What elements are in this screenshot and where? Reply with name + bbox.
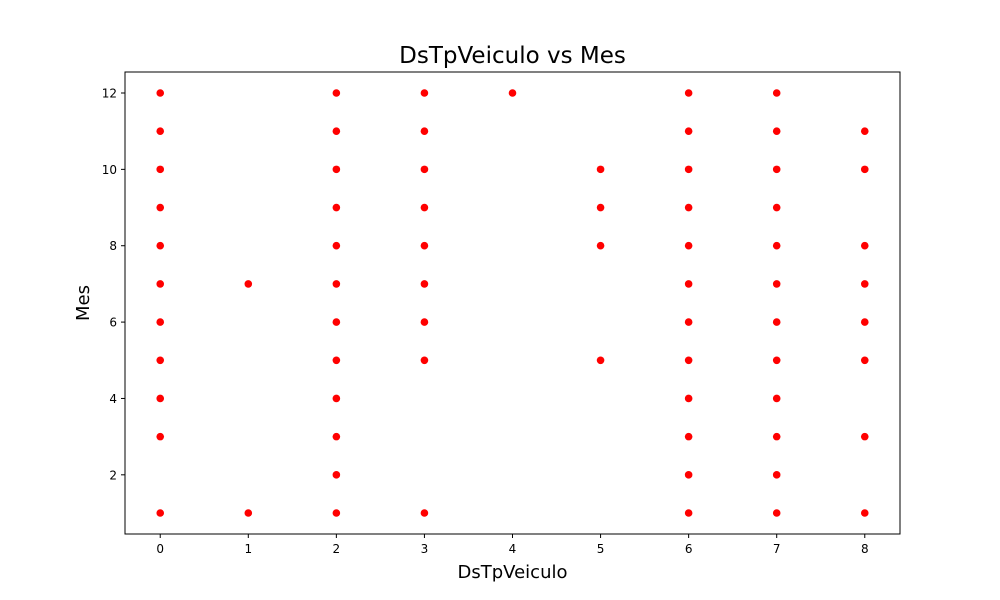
data-point [684, 203, 693, 212]
data-point [772, 318, 781, 326]
y-axis-ticks: 2 4 6 8 10 12 [102, 87, 125, 482]
data-point [332, 165, 341, 174]
data-point [860, 432, 869, 441]
x-tick-label: 2 [333, 542, 341, 556]
x-tick-label: 8 [861, 542, 869, 556]
data-point [684, 394, 693, 403]
data-point [332, 280, 341, 288]
y-tick-label: 2 [109, 468, 117, 482]
data-point [684, 165, 693, 174]
data-point [332, 356, 341, 365]
data-point [156, 203, 165, 212]
data-point [156, 394, 165, 403]
chart-title: DsTpVeiculo vs Mes [399, 43, 626, 69]
data-point [860, 165, 869, 174]
data-point [508, 89, 517, 97]
data-point [684, 89, 693, 97]
data-point [772, 203, 781, 212]
y-tick-label: 6 [109, 316, 117, 330]
data-point [420, 241, 429, 250]
data-point [156, 165, 165, 174]
data-point [156, 89, 165, 97]
plot-frame [124, 71, 901, 535]
data-point [596, 165, 605, 174]
data-point [156, 241, 165, 250]
x-tick-label: 1 [244, 542, 252, 556]
data-point [596, 203, 605, 212]
data-point [772, 509, 781, 517]
data-points [156, 89, 869, 517]
x-tick-label: 6 [685, 542, 693, 556]
data-point [860, 241, 869, 250]
data-point [332, 432, 341, 441]
y-tick-label: 4 [109, 392, 117, 406]
data-point [772, 127, 781, 135]
data-point [332, 509, 341, 517]
data-point [684, 432, 693, 441]
data-point [684, 356, 693, 365]
x-tick-label: 5 [597, 542, 605, 556]
data-point [156, 127, 165, 135]
data-point [420, 89, 429, 97]
data-point [244, 280, 253, 288]
data-point [772, 280, 781, 288]
data-point [332, 127, 341, 135]
data-point [244, 509, 253, 517]
data-point [684, 509, 693, 517]
data-point [420, 318, 429, 326]
data-point [420, 203, 429, 212]
data-point [772, 471, 781, 479]
data-point [860, 509, 869, 517]
x-tick-label: 0 [156, 542, 164, 556]
x-tick-label: 4 [509, 542, 517, 556]
y-tick-label: 8 [109, 239, 117, 253]
x-axis-label: DsTpVeiculo [458, 562, 568, 583]
x-tick-label: 3 [421, 542, 429, 556]
data-point [156, 432, 165, 441]
data-point [332, 471, 341, 479]
data-point [772, 165, 781, 174]
data-point [596, 356, 605, 365]
data-point [684, 471, 693, 479]
data-point [420, 356, 429, 365]
data-point [156, 280, 165, 288]
data-point [332, 318, 341, 326]
data-point [684, 318, 693, 326]
data-point [420, 509, 429, 517]
data-point [332, 394, 341, 403]
data-point [156, 509, 165, 517]
y-axis-label: Mes [73, 285, 94, 321]
data-point [156, 356, 165, 365]
data-point [156, 318, 165, 326]
data-point [332, 241, 341, 250]
data-point [860, 280, 869, 288]
x-tick-label: 7 [773, 542, 781, 556]
data-point [860, 127, 869, 135]
data-point [420, 280, 429, 288]
data-point [772, 356, 781, 365]
data-point [596, 241, 605, 250]
data-point [332, 89, 341, 97]
data-point [772, 394, 781, 403]
data-point [684, 127, 693, 135]
data-point [684, 241, 693, 250]
y-tick-label: 12 [102, 87, 117, 101]
data-point [860, 318, 869, 326]
x-axis-ticks: 0 1 2 3 4 5 6 7 8 [156, 534, 869, 556]
data-point [772, 432, 781, 441]
data-point [420, 165, 429, 174]
data-point [772, 89, 781, 97]
data-point [332, 203, 341, 212]
data-point [772, 241, 781, 250]
data-point [684, 280, 693, 288]
data-point [860, 356, 869, 365]
data-point [420, 127, 429, 135]
y-tick-label: 10 [102, 163, 117, 177]
